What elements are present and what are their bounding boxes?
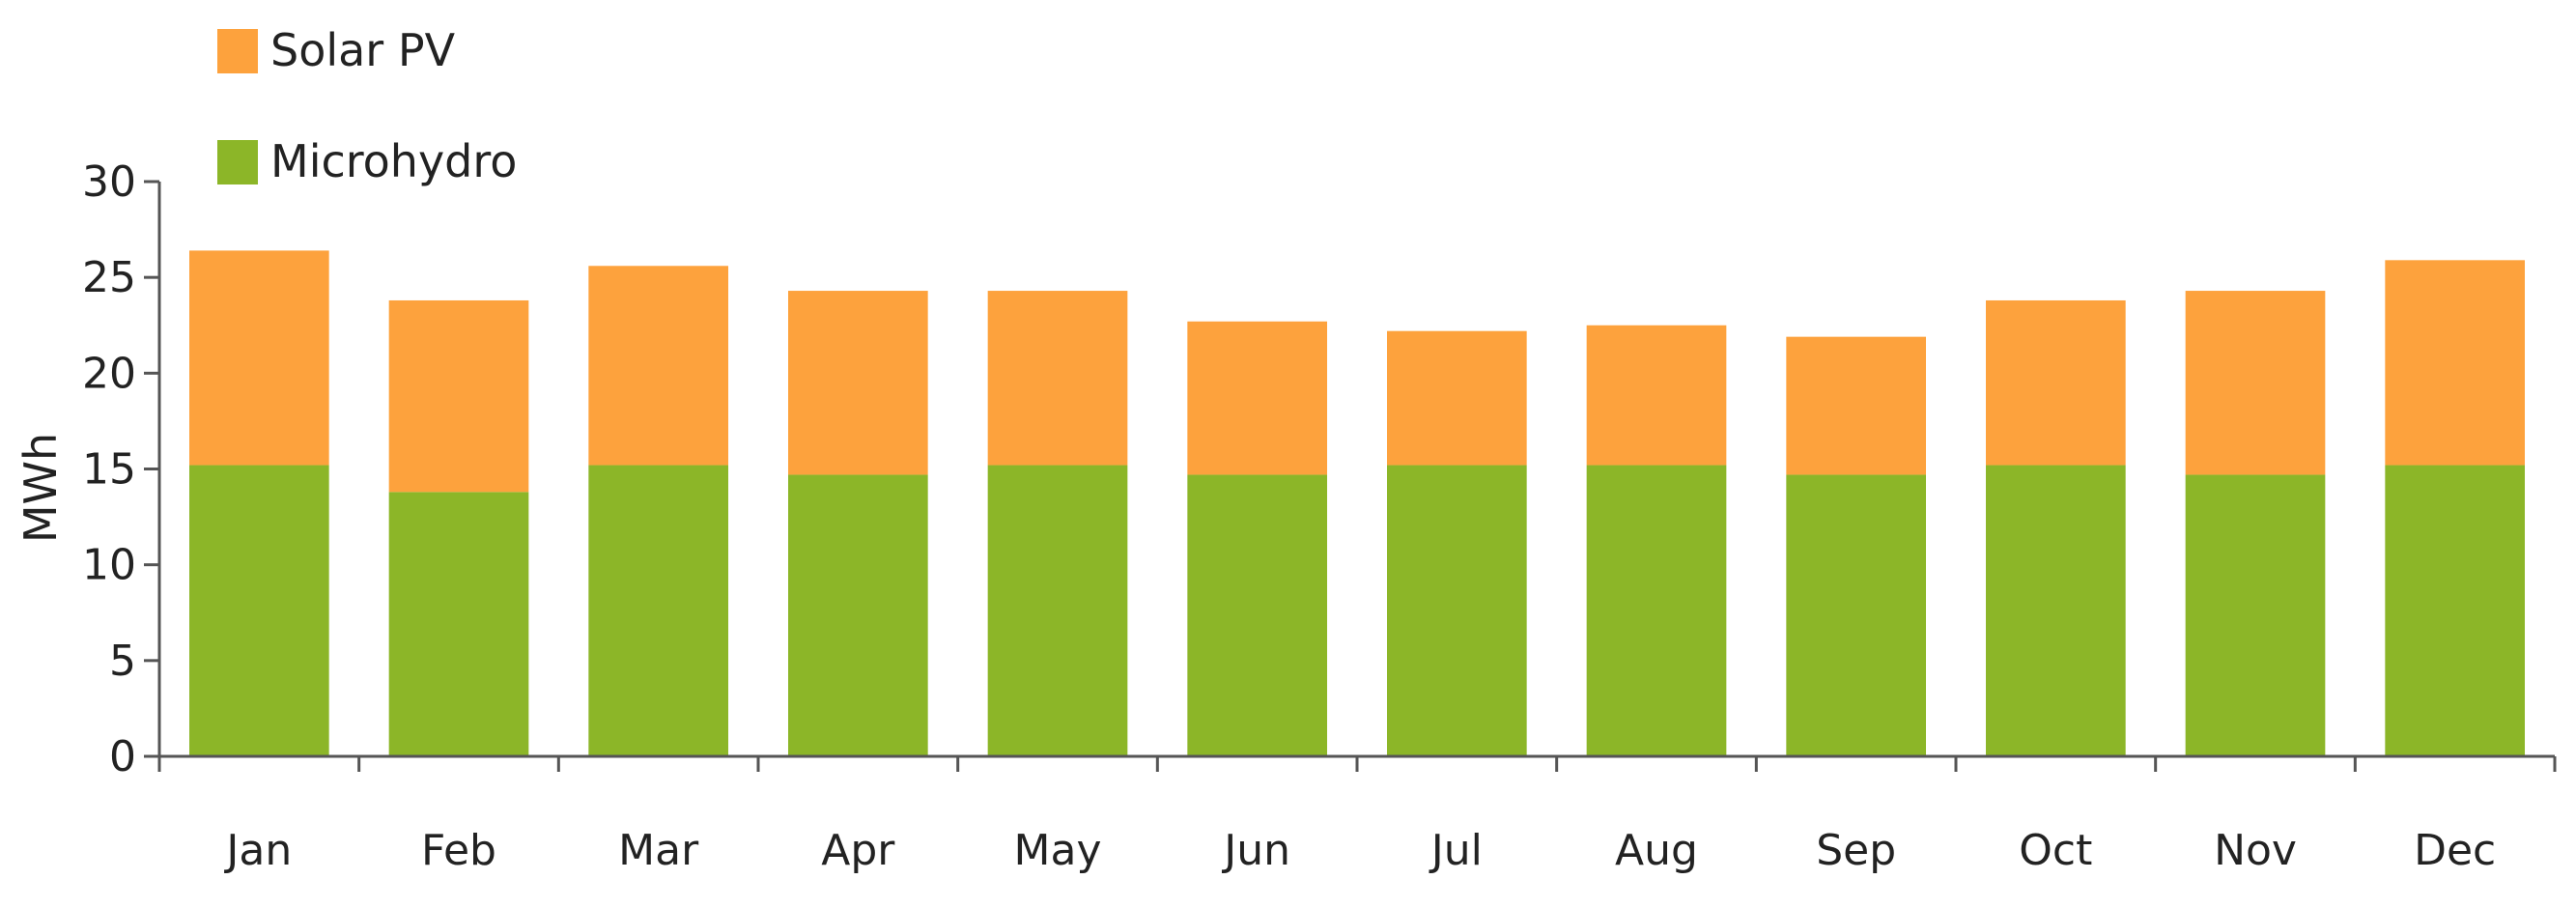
bars (189, 250, 2525, 756)
y-tick-label: 25 (82, 253, 136, 302)
microhydro-bar (788, 474, 928, 756)
solar-pv-bar (2385, 260, 2525, 466)
y-axis: 0 5 10 15 20 25 30 (82, 157, 161, 781)
solar-pv-bar (1586, 325, 1727, 466)
microhydro-bar (189, 465, 329, 756)
microhydro-bar (588, 465, 728, 756)
microhydro-bar (1586, 465, 1727, 756)
microhydro-bar (2185, 474, 2326, 756)
x-tick-label: Jun (1221, 826, 1290, 875)
solar-pv-bar (788, 291, 928, 475)
solar-pv-bar (1986, 299, 2126, 466)
microhydro-bar (1986, 465, 2126, 756)
y-axis-title: MWh (14, 433, 67, 543)
y-tick-label: 30 (82, 157, 136, 207)
microhydro-bar (1387, 465, 1527, 756)
x-tick-label: Jan (223, 826, 292, 875)
solar-pv-bar (2185, 291, 2326, 475)
legend-label-microhydro: Microhydro (270, 135, 517, 187)
microhydro-bar (987, 465, 1128, 756)
y-tick-label: 0 (109, 732, 136, 781)
legend-swatch-microhydro (217, 140, 258, 184)
microhydro-bar (2385, 465, 2525, 756)
solar-pv-bar (987, 291, 1128, 466)
x-tick-label: Apr (821, 826, 895, 875)
microhydro-bar (1786, 474, 1926, 756)
y-tick-label: 10 (82, 541, 136, 590)
x-tick-label: Mar (618, 826, 699, 875)
solar-pv-bar (588, 266, 728, 466)
y-tick-label: 20 (82, 349, 136, 398)
x-tick-label: May (1014, 826, 1102, 875)
y-tick-label: 5 (109, 637, 136, 686)
solar-pv-bar (1387, 330, 1527, 466)
x-tick-label: Jul (1429, 826, 1483, 875)
solar-pv-bar (189, 250, 329, 466)
solar-pv-bar (1786, 336, 1926, 475)
x-tick-label: Sep (1816, 826, 1896, 875)
y-tick-label: 15 (82, 445, 136, 495)
x-tick-label: Nov (2214, 826, 2297, 875)
x-tick-label: Dec (2414, 826, 2496, 875)
solar-pv-bar (388, 299, 529, 493)
chart-legend: Solar PV Microhydro (217, 24, 517, 187)
solar-pv-bar (1187, 321, 1327, 475)
x-axis: Jan Feb Mar Apr May Jun Jul Aug Sep Oct Nov Dec (157, 754, 2557, 875)
microhydro-bar (1187, 474, 1327, 756)
x-tick-label: Aug (1615, 826, 1698, 875)
legend-swatch-solar-pv (217, 29, 258, 73)
legend-label-solar-pv: Solar PV (270, 24, 456, 76)
microhydro-bar (388, 492, 529, 756)
x-tick-label: Oct (2019, 826, 2092, 875)
x-tick-label: Feb (421, 826, 496, 875)
